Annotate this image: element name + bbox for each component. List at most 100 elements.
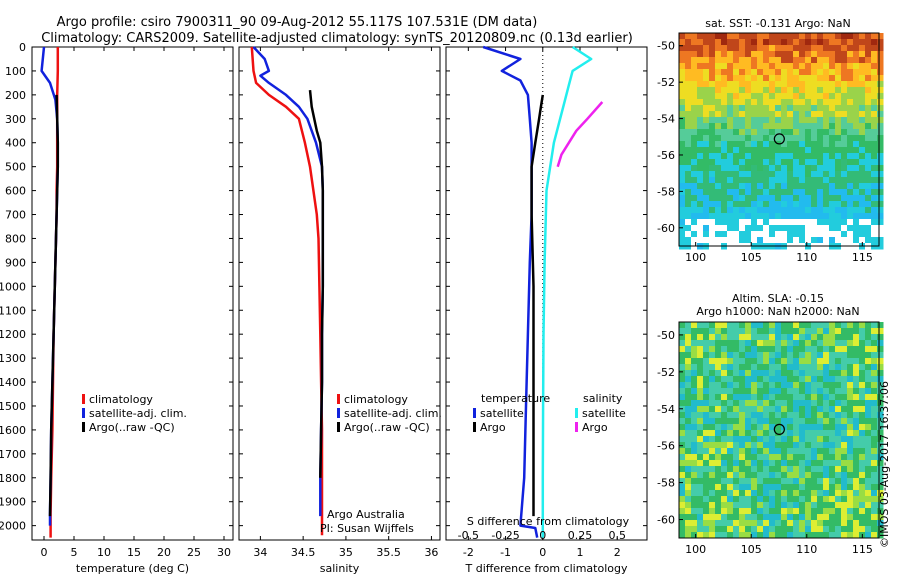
map-cell xyxy=(745,111,752,118)
map-cell xyxy=(691,165,698,172)
map-cell xyxy=(829,502,836,509)
map-cell xyxy=(799,189,806,196)
map-cell xyxy=(865,51,872,58)
map-cell xyxy=(817,153,824,160)
map-cell xyxy=(865,364,872,371)
map-cell xyxy=(877,81,884,88)
map-cell xyxy=(709,87,716,94)
map-cell xyxy=(751,135,758,142)
map-cell xyxy=(733,171,740,178)
map-cell xyxy=(859,171,866,178)
map-cell xyxy=(865,460,872,467)
footnote-line2: PI: Susan Wijffels xyxy=(320,522,414,535)
map-cell xyxy=(853,81,860,88)
map-cell xyxy=(871,81,878,88)
map-cell xyxy=(721,442,728,449)
map-cell xyxy=(697,526,704,533)
map-cell xyxy=(715,237,722,244)
map-cell xyxy=(865,45,872,52)
map-cell xyxy=(859,382,866,389)
map-cell xyxy=(679,466,686,473)
map-cell xyxy=(721,105,728,112)
map-cell xyxy=(679,237,686,244)
depth-tick-label: 800 xyxy=(5,232,26,245)
map-cell xyxy=(835,496,842,503)
map-cell xyxy=(853,472,860,479)
map-cell xyxy=(775,177,782,184)
map-cell xyxy=(769,105,776,112)
map-cell xyxy=(751,57,758,64)
map-cell xyxy=(697,406,704,413)
map-cell xyxy=(781,400,788,407)
map-cell xyxy=(787,135,794,142)
map-x-tick-label: 115 xyxy=(852,251,873,264)
map-cell xyxy=(877,466,884,473)
legend-swatch xyxy=(473,422,476,432)
map-cell xyxy=(847,394,854,401)
map-cell xyxy=(829,382,836,389)
map-cell xyxy=(751,195,758,202)
map-cell xyxy=(829,322,836,329)
map-cell xyxy=(835,195,842,202)
map-cell xyxy=(841,520,848,527)
map-cell xyxy=(757,382,764,389)
map-cell xyxy=(859,159,866,166)
map-cell xyxy=(877,219,884,226)
map-cell xyxy=(871,189,878,196)
map-cell xyxy=(805,195,812,202)
map-cell xyxy=(829,412,836,419)
map-cell xyxy=(811,424,818,431)
map-cell xyxy=(685,225,692,232)
map-cell xyxy=(781,147,788,154)
map-cell xyxy=(865,105,872,112)
map-cell xyxy=(817,478,824,485)
map-cell xyxy=(727,388,734,395)
map-cell xyxy=(775,496,782,503)
map-cell xyxy=(859,508,866,515)
map-cell xyxy=(829,334,836,341)
map-cell xyxy=(859,147,866,154)
map-cell xyxy=(751,382,758,389)
map-cell xyxy=(853,358,860,365)
map-cell xyxy=(823,400,830,407)
map-cell xyxy=(853,195,860,202)
map-cell xyxy=(823,225,830,232)
map-cell xyxy=(853,514,860,521)
map-cell xyxy=(685,171,692,178)
map-cell xyxy=(811,183,818,190)
map-cell xyxy=(877,514,884,521)
map-cell xyxy=(877,436,884,443)
map-cell xyxy=(835,69,842,76)
map-cell xyxy=(847,454,854,461)
map-cell xyxy=(685,448,692,455)
legend-label: climatology xyxy=(344,393,408,406)
map-cell xyxy=(853,376,860,383)
map-cell xyxy=(835,207,842,214)
map-cell xyxy=(835,466,842,473)
map-cell xyxy=(733,388,740,395)
map-cell xyxy=(823,508,830,515)
map-cell xyxy=(853,346,860,353)
map-cell xyxy=(877,237,884,244)
map-cell xyxy=(691,424,698,431)
map-cell xyxy=(715,225,722,232)
map-cell xyxy=(853,57,860,64)
map-cell xyxy=(733,81,740,88)
map-cell xyxy=(817,123,824,130)
map-cell xyxy=(769,328,776,335)
map-cell xyxy=(865,141,872,148)
map-cell xyxy=(787,436,794,443)
map-cell xyxy=(787,147,794,154)
map-cell xyxy=(871,183,878,190)
map-cell xyxy=(841,454,848,461)
map-cell xyxy=(739,346,746,353)
map-cell xyxy=(763,442,770,449)
map-cell xyxy=(829,448,836,455)
map-cell xyxy=(853,189,860,196)
map-cell xyxy=(775,231,782,238)
map-cell xyxy=(733,147,740,154)
map-cell xyxy=(751,105,758,112)
map-cell xyxy=(763,213,770,220)
map-cell xyxy=(721,99,728,106)
map-cell xyxy=(847,165,854,172)
